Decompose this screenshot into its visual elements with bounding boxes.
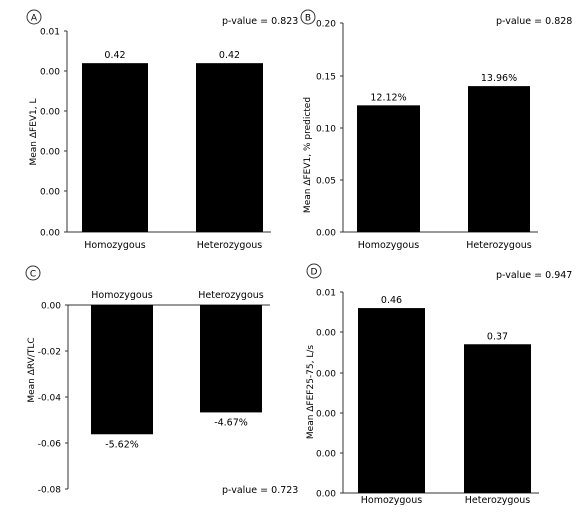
- x-tick-label: Heterozygous: [466, 240, 532, 251]
- panel-letter: C: [30, 270, 36, 280]
- y-tick-label: 0.00: [40, 68, 60, 78]
- p-value: p-value = 0.828: [496, 16, 572, 27]
- y-tick-label: 0.00: [40, 229, 60, 239]
- y-tick-label: 0.00: [316, 490, 336, 500]
- panel-badge: [300, 9, 316, 25]
- y-tick-label: 0.01: [40, 28, 60, 38]
- y-tick-label: -0.08: [38, 486, 62, 496]
- bar: [82, 63, 148, 232]
- x-tick-label: Heterozygous: [197, 240, 263, 251]
- bar: [468, 86, 530, 232]
- data-label: 13.96%: [481, 73, 517, 84]
- bar: [357, 105, 420, 232]
- y-axis-label: Mean ΔFEV1, % predicted: [303, 97, 313, 213]
- x-tick-label: Homozygous: [358, 240, 419, 251]
- y-tick-label: 0.00: [316, 229, 336, 239]
- x-tick-label: Homozygous: [84, 240, 145, 251]
- y-tick-label: 0.00: [316, 329, 336, 339]
- x-tick-label: Homozygous: [91, 290, 152, 301]
- y-tick-label: 0.10: [316, 125, 336, 135]
- bar: [91, 305, 153, 435]
- data-label: -5.62%: [105, 439, 139, 450]
- y-tick-label: 0.00: [316, 450, 336, 460]
- y-tick-label: 0.05: [316, 177, 336, 187]
- panel-letter: D: [311, 268, 318, 278]
- bar: [464, 344, 531, 493]
- y-tick-label: 0.00: [316, 370, 336, 380]
- y-axis-label: Mean ΔFEF25-75, L/s: [306, 345, 316, 439]
- y-tick-label: 0.00: [40, 188, 60, 198]
- p-value: p-value = 0.947: [496, 270, 572, 281]
- panel-letter: A: [31, 14, 38, 24]
- panel-letter: B: [305, 14, 311, 24]
- p-value: p-value = 0.723: [222, 485, 298, 496]
- data-label: 0.42: [219, 50, 240, 61]
- y-tick-label: 0.20: [316, 20, 336, 30]
- y-tick-label: 0.00: [40, 108, 60, 118]
- y-tick-label: 0.01: [316, 289, 336, 299]
- y-tick-label: -0.04: [38, 394, 62, 404]
- panel-badge: [26, 9, 42, 25]
- y-axis-label: Mean ΔRV/TLC: [27, 337, 37, 402]
- p-value: p-value = 0.823: [222, 16, 298, 27]
- x-tick-label: Heterozygous: [198, 290, 264, 301]
- y-tick-label: -0.02: [38, 348, 61, 358]
- y-tick-label: 0.00: [41, 302, 61, 312]
- data-label: 0.37: [487, 331, 508, 342]
- y-axis-label: Mean ΔFEV1, L: [29, 98, 39, 165]
- y-tick-label: 0.15: [316, 73, 336, 83]
- bar: [358, 308, 425, 493]
- x-tick-label: Homozygous: [361, 495, 422, 506]
- bar: [200, 305, 262, 413]
- y-tick-label: 0.00: [316, 410, 336, 420]
- data-label: -4.67%: [214, 417, 248, 428]
- panel-badge: [306, 263, 322, 279]
- y-tick-label: 0.00: [40, 148, 60, 158]
- data-label: 0.46: [381, 295, 402, 306]
- x-tick-label: Heterozygous: [465, 495, 531, 506]
- data-label: 12.12%: [370, 92, 406, 103]
- panel-badge: [25, 265, 41, 281]
- panel-c: Cp-value = 0.723 Mean ΔRV/TLC 0.00 -0.02 -0.…: [25, 265, 298, 496]
- data-label: 0.42: [104, 50, 125, 61]
- bar: [196, 63, 263, 232]
- y-tick-label: -0.06: [38, 440, 62, 450]
